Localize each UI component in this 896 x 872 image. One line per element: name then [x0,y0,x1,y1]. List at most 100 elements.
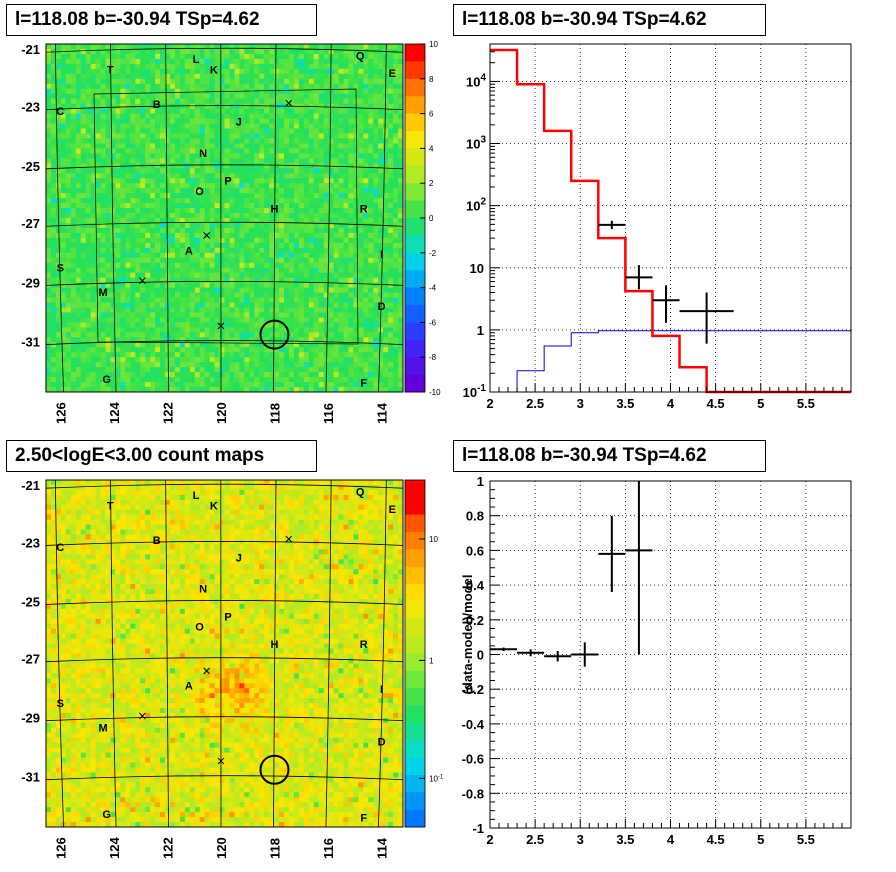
colorbar-tick-label: 8 [429,75,434,84]
y-axis-label: (data-model)/model [460,575,475,695]
colorbar-cell [405,78,425,97]
colorbar-cell [405,480,425,498]
background-model-line [490,330,851,393]
x-tick-label: 5 [757,832,764,847]
x-tick-label: 5.5 [797,832,815,847]
latitude-grid-line [45,280,404,286]
colorbar-cell [405,96,425,115]
colorbar-cell [405,670,425,689]
longitude-grid-line [110,479,117,828]
y-tick-label: -25 [21,594,40,609]
source-label-Q: Q [356,486,365,498]
y-tick-label: -0.2 [462,682,484,697]
x-tick-label: 4 [667,396,675,411]
colorbar-cell [405,148,425,167]
source-label-A: A [185,245,193,257]
colorbar-cell [405,722,425,741]
y-tick-label: -25 [21,159,40,174]
colorbar-tick-label: -6 [429,318,437,327]
colorbar-cell [405,705,425,724]
x-tick-label: 2 [486,832,493,847]
y-tick-label: 1 [477,323,484,338]
target-circle [259,319,290,350]
source-cross-marker [217,757,225,765]
latitude-grid-line [45,716,404,722]
source-label-P: P [224,176,231,188]
total-model-line [490,48,851,394]
colorbar-cell [405,688,425,707]
colorbar-cell [405,200,425,219]
colorbar-cell [405,792,425,811]
source-label-D: D [378,301,386,313]
y-tick-label: 0.6 [466,543,484,558]
source-label-J: J [236,117,242,129]
colorbar-tick-label: 10 [429,40,438,49]
source-cross-marker [203,232,211,239]
x-tick-label: 3.5 [616,396,634,411]
y-tick-label: -27 [21,216,40,231]
target-circle [259,754,290,785]
colorbar-tick-label: -8 [429,353,437,362]
colorbar-cell [405,584,425,602]
residual-map-title: l=118.08 b=-30.94 TSp=4.62 [6,4,317,36]
longitude-grid-line [54,479,64,828]
source-cross-marker [285,99,293,107]
colorbar-cell [405,287,425,306]
source-cross-marker [139,712,146,720]
x-tick-label: 118 [267,838,282,859]
colorbar-frame [404,479,426,828]
x-tick-label: 124 [107,837,122,859]
y-tick-label: 0 [477,648,484,663]
colorbar-cell [405,322,425,341]
source-label-B: B [153,535,161,547]
x-tick-label: 120 [214,402,229,424]
colorbar-cell [405,339,425,358]
x-tick-label: 4.5 [707,832,725,847]
x-tick-label: 126 [53,402,68,424]
roi-outline [93,88,359,345]
source-label-I: I [380,684,383,696]
source-label-D: D [378,736,386,748]
colorbar-tick-label: 10-1 [429,774,444,783]
y-tick-label: 0.4 [466,578,485,593]
colorbar-cell [405,774,425,793]
longitude-grid-line [378,479,387,828]
y-tick-label: -27 [21,652,40,667]
longitude-grid-line [273,43,277,393]
colorbar-cell [405,653,425,672]
longitude-grid-line [273,479,277,828]
colorbar-cell [405,549,425,568]
colorbar-tick-label: 4 [429,144,434,153]
colorbar-cell [405,636,425,654]
latitude-grid-line [45,775,404,781]
y-tick-label: 10-1 [463,383,487,400]
latitude-grid-line [45,47,404,53]
colorbar-cell [405,357,425,376]
colorbar-cell [405,165,425,184]
source-label-R: R [360,639,368,651]
source-label-P: P [224,611,231,623]
residual-map [46,44,404,393]
y-tick-label: -23 [21,100,40,115]
colorbar-tick-label: -10 [429,388,441,397]
x-tick-label: 2.5 [526,832,544,847]
count-map-title: 2.50<logE<3.00 count maps [6,440,317,472]
source-label-S: S [57,698,64,710]
colorbar-cell [405,61,425,80]
y-tick-label: 103 [466,135,486,152]
source-label-T: T [107,64,114,76]
latitude-grid-line [45,221,404,227]
source-label-N: N [199,584,207,596]
y-tick-label: -21 [21,478,40,493]
source-label-S: S [57,263,64,275]
x-tick-label: 5.5 [797,396,815,411]
y-tick-label: -23 [21,535,40,550]
x-tick-label: 3 [577,832,584,847]
source-cross-marker [203,667,211,675]
source-label-L: L [193,54,200,66]
y-tick-label: -21 [21,42,40,57]
y-tick-label: 104 [466,72,486,89]
x-tick-label: 4 [667,832,675,847]
x-tick-label: 124 [107,402,122,424]
colorbar-cell [405,252,425,271]
